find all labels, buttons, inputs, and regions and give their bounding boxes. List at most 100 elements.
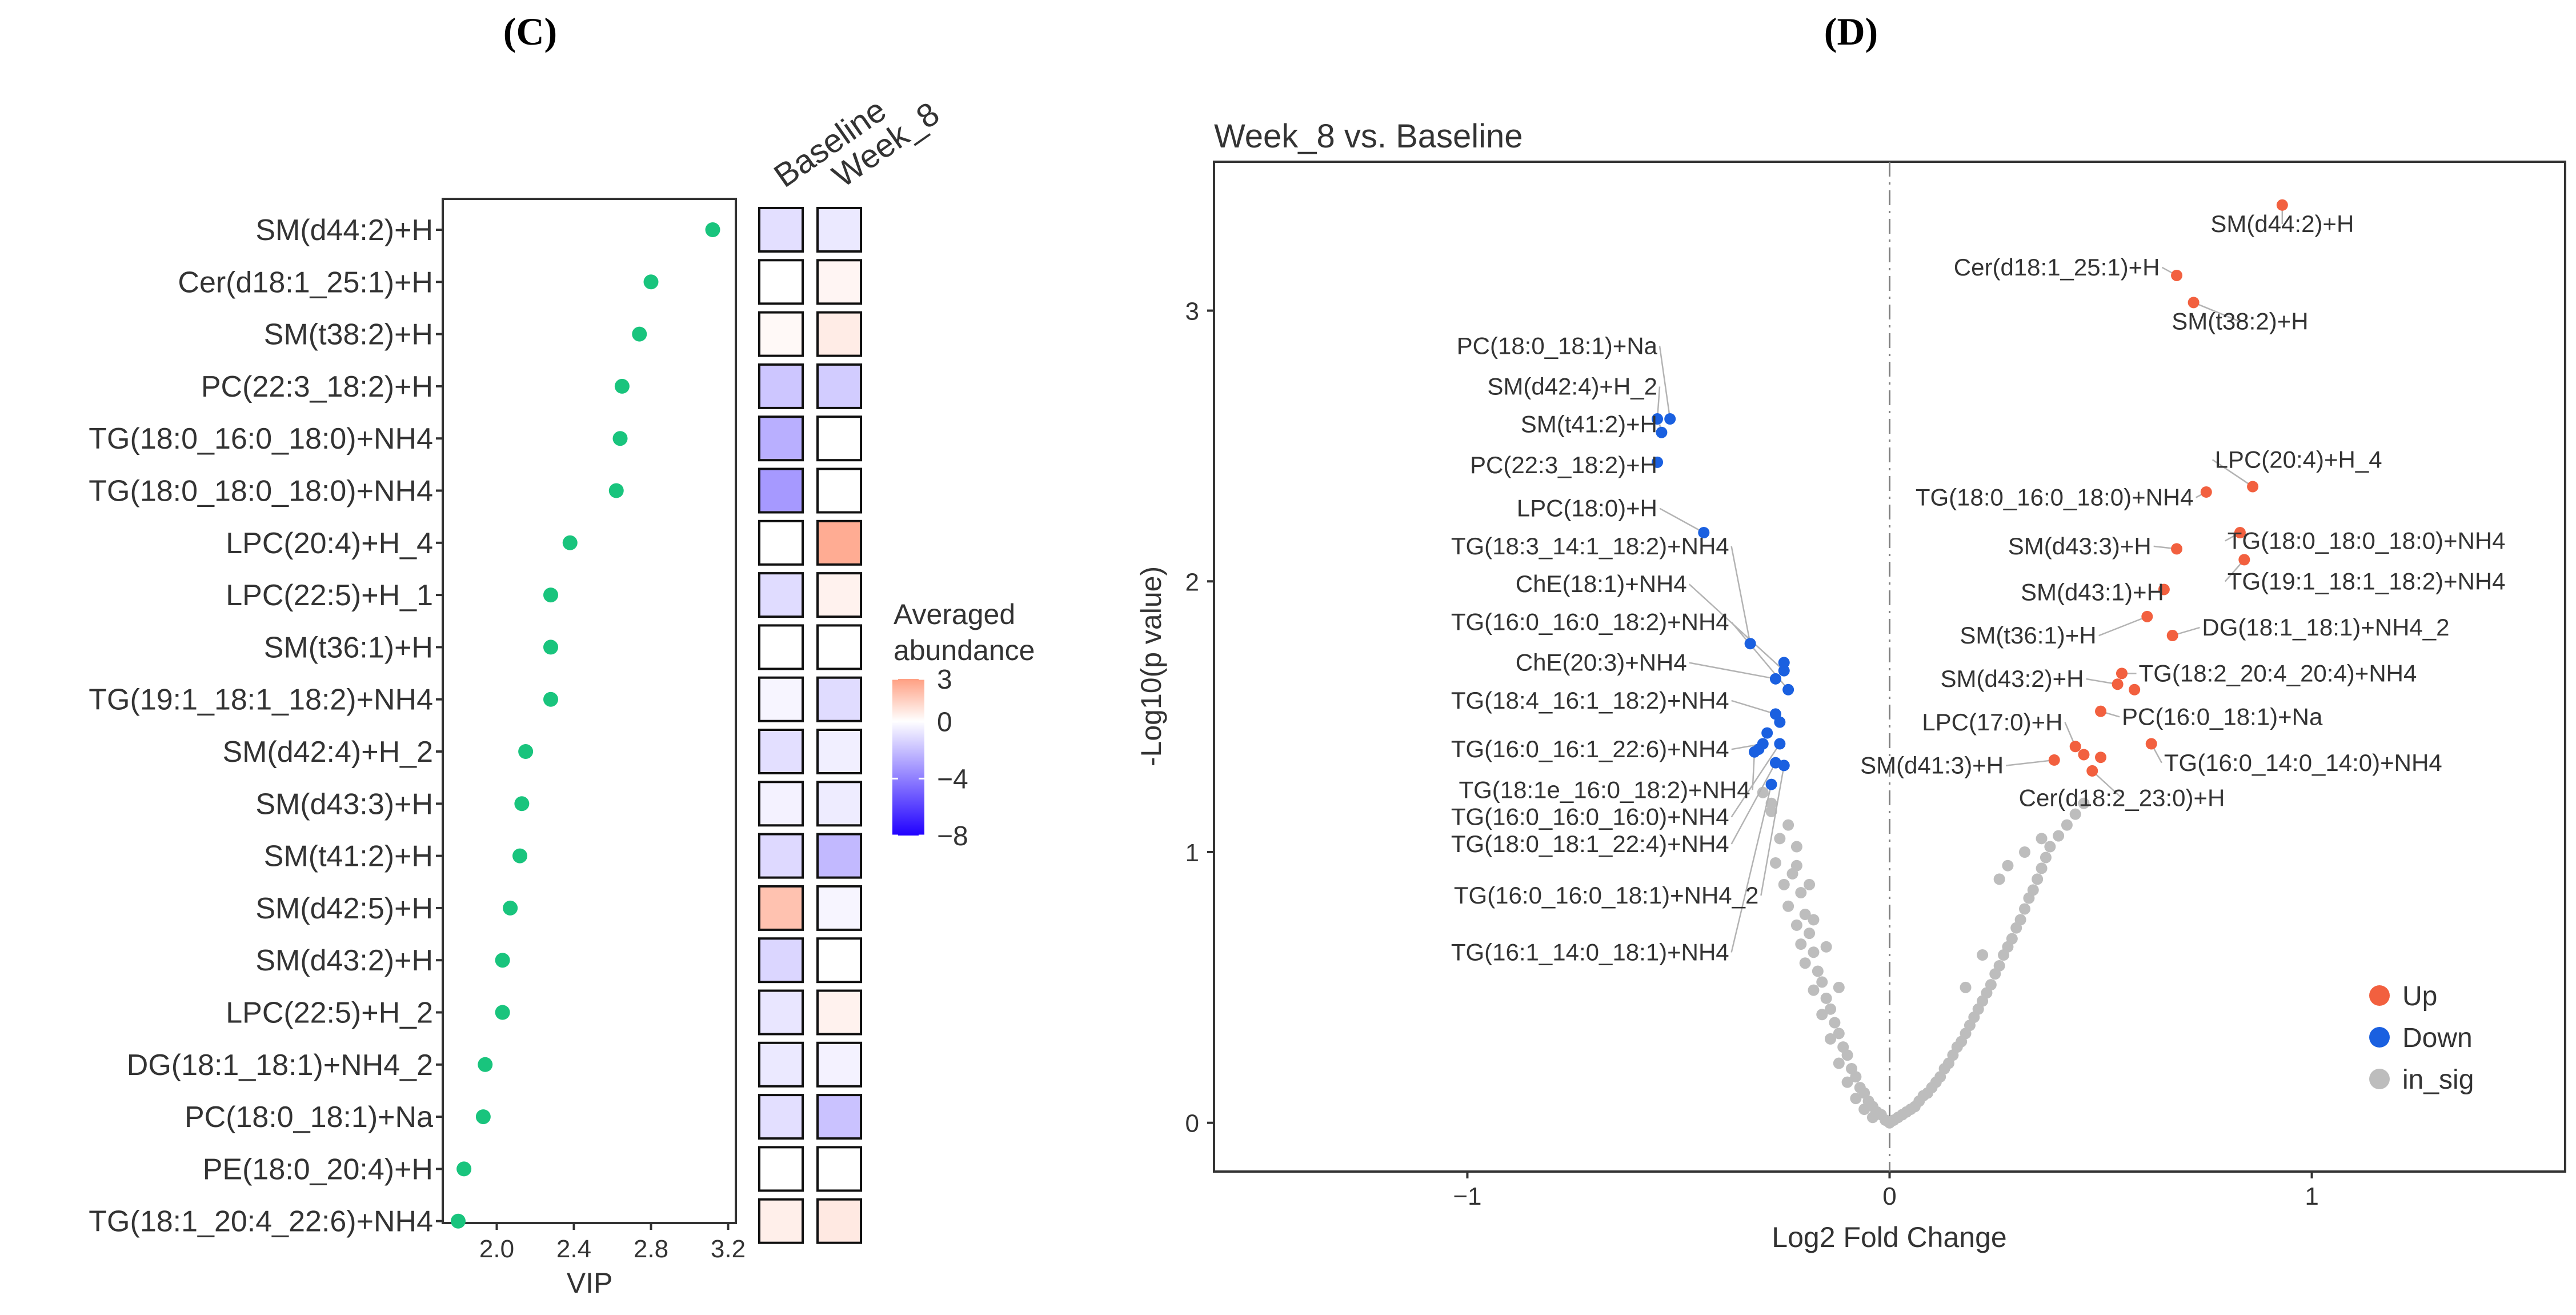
vip-point xyxy=(705,222,720,237)
insig-point xyxy=(1769,857,1781,869)
insig-point xyxy=(2069,808,2081,820)
up-point xyxy=(2171,269,2183,281)
down-point-label: TG(16:0_16:0_18:2)+NH4 xyxy=(1451,609,1729,635)
volcano-title: Week_8 vs. Baseline xyxy=(1214,118,1523,155)
vip-point xyxy=(543,692,558,707)
down-point-label: TG(18:3_14:1_18:2)+NH4 xyxy=(1451,533,1729,559)
up-point-label: SM(d44:2)+H xyxy=(2210,210,2354,237)
insig-point xyxy=(2061,819,2073,831)
up-point-label: SM(t36:1)+H xyxy=(1960,622,2096,649)
insig-point xyxy=(2036,862,2048,874)
colorbar-tick-label: 0 xyxy=(937,708,952,738)
heatmap-cell xyxy=(758,1041,804,1088)
vip-x-tick-label: 3.2 xyxy=(711,1235,746,1263)
down-point xyxy=(1782,684,1794,696)
up-leader-line xyxy=(2005,759,2054,766)
heatmap-cell xyxy=(816,519,862,566)
up-point xyxy=(2048,754,2060,766)
colorbar-gradient xyxy=(892,679,924,836)
down-point xyxy=(1778,665,1790,677)
down-point xyxy=(1664,413,1676,425)
up-point xyxy=(2078,749,2090,761)
vip-x-tick-label: 2.4 xyxy=(556,1235,591,1263)
insig-point xyxy=(1808,984,1820,996)
heatmap-cell xyxy=(758,624,804,670)
vip-point xyxy=(608,483,624,498)
insig-point xyxy=(1977,949,1989,961)
volcano-y-axis-title: -Log10(p value) xyxy=(1135,566,1167,766)
insig-point xyxy=(1993,873,2005,885)
insig-point xyxy=(1799,957,1811,969)
volcano-plot: Week_8 vs. Baseline −1 0 1 0 1 2 3 SM(d44:2)+H… xyxy=(1135,118,2566,1253)
down-point xyxy=(1761,727,1773,739)
heatmap-cell xyxy=(758,729,804,774)
heatmap-cell xyxy=(758,311,804,357)
up-point xyxy=(2112,678,2124,690)
insig-point xyxy=(2006,933,2018,945)
down-leader-line xyxy=(1658,346,1671,419)
volcano-legend: Up Down in_sig xyxy=(2369,981,2474,1095)
insig-point xyxy=(1841,1049,1853,1061)
down-leader-line xyxy=(1760,765,1785,896)
up-point-label: Cer(d18:1_25:1)+H xyxy=(1954,254,2160,281)
up-point-label: DG(18:1_18:1)+NH4_2 xyxy=(2202,614,2449,641)
down-leader-line xyxy=(1731,700,1776,715)
up-point xyxy=(2095,705,2107,717)
insig-point xyxy=(2036,833,2048,845)
legend-swatch-insig xyxy=(2369,1069,2390,1089)
down-leader-line xyxy=(1689,662,1776,680)
down-point xyxy=(1774,716,1786,728)
down-point-label: SM(d42:4)+H_2 xyxy=(1487,373,1657,399)
down-point-label: TG(18:0_18:1_22:4)+NH4 xyxy=(1451,830,1729,857)
insig-point xyxy=(1799,908,1811,920)
heatmap-cell xyxy=(758,1094,804,1140)
up-point xyxy=(2141,610,2153,622)
up-point-label: TG(16:0_14:0_14:0)+NH4 xyxy=(2164,749,2442,776)
down-point-label: ChE(18:1)+NH4 xyxy=(1516,570,1687,597)
heatmap-cell xyxy=(816,885,862,931)
insig-point xyxy=(2040,852,2052,864)
down-point xyxy=(1765,778,1777,790)
vip-row-label: TG(18:1_20:4_22:6)+NH4 xyxy=(89,1205,433,1238)
up-point-label: TG(18:0_18:0_18:0)+NH4 xyxy=(2228,527,2506,554)
volcano-y-tick-label: 3 xyxy=(1185,298,1199,326)
insig-point xyxy=(2014,914,2026,926)
vip-point xyxy=(543,639,558,655)
vip-row-label: PC(22:3_18:2)+H xyxy=(201,370,433,403)
insig-point xyxy=(1816,976,1828,988)
heatmap-cell xyxy=(816,415,862,462)
heatmap-cell xyxy=(758,937,804,984)
heatmap-cell xyxy=(816,1146,862,1192)
down-point-label: TG(18:1e_16:0_18:2)+NH4 xyxy=(1459,776,1750,803)
up-point xyxy=(2238,554,2250,566)
volcano-x-tick-label: −1 xyxy=(1453,1182,1481,1210)
vip-plot-border xyxy=(442,198,737,1224)
panel-label-c: (C) xyxy=(503,10,557,53)
volcano-y-tick-label: 0 xyxy=(1185,1110,1199,1138)
heatmap-cell xyxy=(816,259,862,305)
insig-point xyxy=(2078,797,2090,809)
up-point-label: SM(d43:3)+H xyxy=(2008,533,2152,559)
down-point xyxy=(1774,738,1786,750)
up-point xyxy=(2247,481,2259,493)
vip-point xyxy=(478,1057,493,1072)
up-point-label: LPC(20:4)+H_4 xyxy=(2215,446,2382,473)
vip-row-label: TG(18:0_16:0_18:0)+NH4 xyxy=(89,422,433,455)
vip-x-axis-title: VIP xyxy=(567,1267,613,1299)
heatmap-cell xyxy=(758,781,804,827)
heatmap-cell xyxy=(758,885,804,931)
vip-row-label: LPC(22:5)+H_2 xyxy=(226,997,433,1030)
down-point-label: PC(18:0_18:1)+Na xyxy=(1457,332,1658,359)
insig-point xyxy=(1866,1112,1878,1124)
vip-row-label: TG(19:1_18:1_18:2)+NH4 xyxy=(89,684,433,717)
heatmap-cell xyxy=(758,676,804,722)
up-point xyxy=(2069,741,2081,753)
down-point xyxy=(1744,638,1756,650)
heatmap-cell xyxy=(816,311,862,357)
volcano-y-tick-label: 2 xyxy=(1185,568,1199,596)
down-leader-line xyxy=(1730,784,1772,953)
heatmap-cell xyxy=(816,676,862,722)
down-point xyxy=(1656,426,1668,438)
vip-point xyxy=(495,1005,510,1020)
insig-point xyxy=(1795,938,1807,950)
